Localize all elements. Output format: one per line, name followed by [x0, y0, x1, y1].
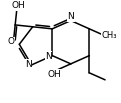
Text: N: N: [67, 12, 74, 21]
Text: CH₃: CH₃: [101, 31, 117, 40]
Text: N: N: [45, 52, 52, 61]
Text: OH: OH: [47, 70, 61, 79]
Text: O: O: [7, 37, 14, 46]
Text: N: N: [25, 60, 32, 69]
Text: OH: OH: [11, 1, 25, 10]
